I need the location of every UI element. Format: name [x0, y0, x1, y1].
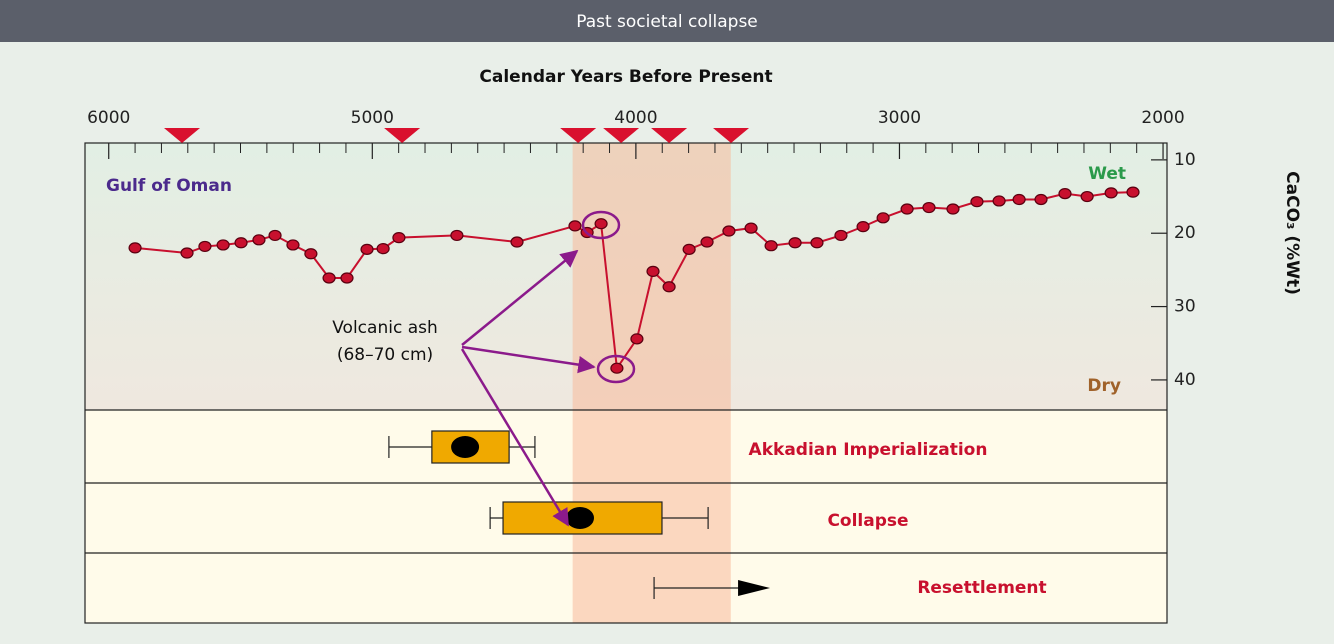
- data-point: [376, 243, 390, 255]
- data-point: [252, 234, 266, 246]
- chart-title: Past societal collapse: [576, 12, 758, 32]
- data-point: [268, 229, 282, 242]
- data-point: [180, 247, 194, 259]
- data-point: [1080, 190, 1094, 203]
- data-point: [922, 201, 936, 214]
- arrow: [461, 249, 579, 346]
- arrow: [460, 348, 570, 527]
- data-point: [286, 239, 300, 251]
- data-point: [1012, 193, 1026, 206]
- event-marker: [651, 128, 688, 143]
- data-point: [510, 236, 524, 248]
- data-point: [1034, 193, 1048, 206]
- highlight-circle: [581, 210, 621, 240]
- data-point: [900, 203, 914, 215]
- event-marker: [713, 128, 750, 143]
- region-label: Gulf of Oman: [106, 176, 232, 196]
- data-point: [216, 239, 230, 251]
- event-marker: [560, 128, 597, 143]
- data-point: [450, 229, 464, 242]
- resettlement-arrow: [738, 580, 771, 596]
- data-point: [810, 237, 824, 249]
- data-point: [856, 221, 870, 233]
- range-mid: [566, 507, 595, 529]
- x-tick-label: 5000: [351, 108, 394, 128]
- x-tick-label: 6000: [87, 108, 130, 128]
- data-point: [392, 232, 406, 244]
- data-point: [646, 265, 660, 277]
- range-label: Akkadian Imperialization: [749, 440, 988, 460]
- highlight-circle: [596, 354, 636, 384]
- data-point: [834, 229, 848, 242]
- y-tick-label: 20: [1174, 223, 1196, 243]
- arrow: [461, 345, 596, 374]
- data-point: [700, 236, 714, 248]
- data-point: [128, 242, 142, 254]
- data-point: [682, 243, 696, 255]
- data-point: [234, 237, 248, 249]
- data-point: [1058, 188, 1072, 200]
- shaded-band: [572, 143, 731, 623]
- x-tick-label: 2000: [1141, 108, 1184, 128]
- data-point: [630, 333, 644, 345]
- range-mid: [451, 436, 480, 458]
- wet-label: Wet: [1088, 164, 1126, 184]
- dry-label: Dry: [1087, 376, 1121, 396]
- data-point: [788, 237, 802, 249]
- x-axis-title: Calendar Years Before Present: [479, 67, 772, 87]
- plot-frame: [84, 142, 1168, 624]
- data-point: [198, 240, 212, 253]
- data-point: [744, 222, 758, 234]
- y-tick-label: 30: [1174, 297, 1196, 317]
- annotation-line: (68–70 cm): [337, 345, 433, 365]
- data-point: [610, 362, 624, 374]
- data-point: [970, 196, 984, 208]
- data-point: [876, 212, 890, 224]
- data-point: [722, 225, 736, 237]
- data-point: [304, 248, 318, 260]
- data-point: [946, 203, 960, 215]
- x-tick-label: 3000: [878, 108, 921, 128]
- data-point: [764, 240, 778, 252]
- data-point: [662, 281, 676, 293]
- y-tick-label: 40: [1174, 370, 1196, 390]
- y-tick-label: 10: [1174, 150, 1196, 170]
- annotation-line: Volcanic ash: [332, 318, 438, 338]
- data-point: [992, 195, 1006, 207]
- data-point: [594, 218, 608, 230]
- y-axis-title: CaCO₃ (%Wt): [1282, 171, 1302, 295]
- range-label: Resettlement: [917, 578, 1046, 598]
- x-tick-label: 4000: [614, 108, 657, 128]
- data-point: [568, 220, 582, 232]
- annotation-arrows: [460, 210, 636, 527]
- event-marker: [384, 128, 421, 143]
- event-marker: [163, 128, 200, 143]
- data-point: [1126, 186, 1140, 198]
- data-point: [1104, 187, 1118, 199]
- range-label: Collapse: [827, 511, 908, 531]
- title-bar: [0, 0, 1334, 42]
- data-point: [340, 272, 354, 284]
- data-point: [322, 272, 336, 284]
- event-marker: [603, 128, 640, 143]
- data-point: [360, 243, 374, 255]
